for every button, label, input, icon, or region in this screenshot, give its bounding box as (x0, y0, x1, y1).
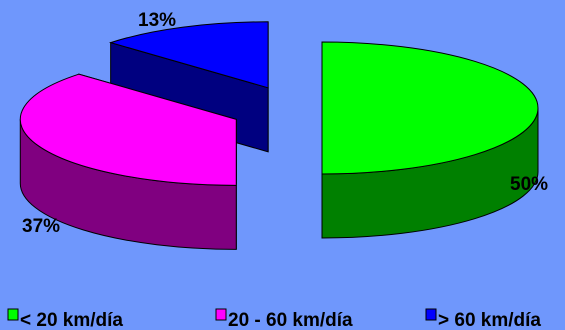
legend-swatch-below-20 (7, 308, 19, 321)
legend-swatch-20-60 (215, 308, 227, 321)
slice-top-below-20 (321, 41, 539, 175)
legend-label-below-20: < 20 km/día (20, 310, 123, 330)
legend-swatch-above-60 (425, 308, 437, 321)
legend: < 20 km/día 20 - 60 km/día > 60 km/día (7, 308, 541, 330)
pct-label-20-60: 37% (22, 216, 60, 237)
legend-label-above-60: > 60 km/día (438, 310, 541, 330)
legend-item-below-20: < 20 km/día (7, 308, 123, 330)
slice-20-60 (19, 73, 237, 250)
legend-label-20-60: 20 - 60 km/día (228, 310, 353, 330)
legend-item-20-60: 20 - 60 km/día (215, 308, 353, 330)
slice-top-above-60 (108, 21, 269, 89)
legend-item-above-60: > 60 km/día (425, 308, 541, 330)
pct-label-above-60: 13% (138, 10, 176, 31)
slice-top-20-60 (19, 73, 237, 186)
slice-below-20 (321, 41, 539, 239)
pie-slices (19, 21, 539, 250)
pct-label-below-20: 50% (510, 174, 548, 195)
percentage-labels: 50% 37% 13% (22, 10, 548, 237)
